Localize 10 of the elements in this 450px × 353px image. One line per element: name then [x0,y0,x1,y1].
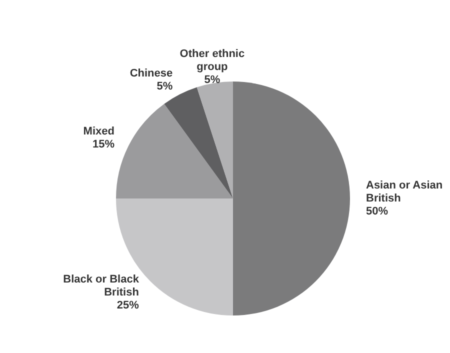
slice-label: Asian or Asian British [366,180,443,205]
data-label: 25% [116,300,140,312]
slice-label: Other ethnic group [180,48,245,74]
data-label: 15% [92,138,115,151]
data-label: 5% [204,74,220,86]
slice-label: Chinese [130,68,173,80]
data-label: 50% [366,206,388,218]
slice-label: Mixed [83,126,114,138]
data-label: 5% [156,80,173,93]
slice-label: Black or Black British [63,274,140,299]
